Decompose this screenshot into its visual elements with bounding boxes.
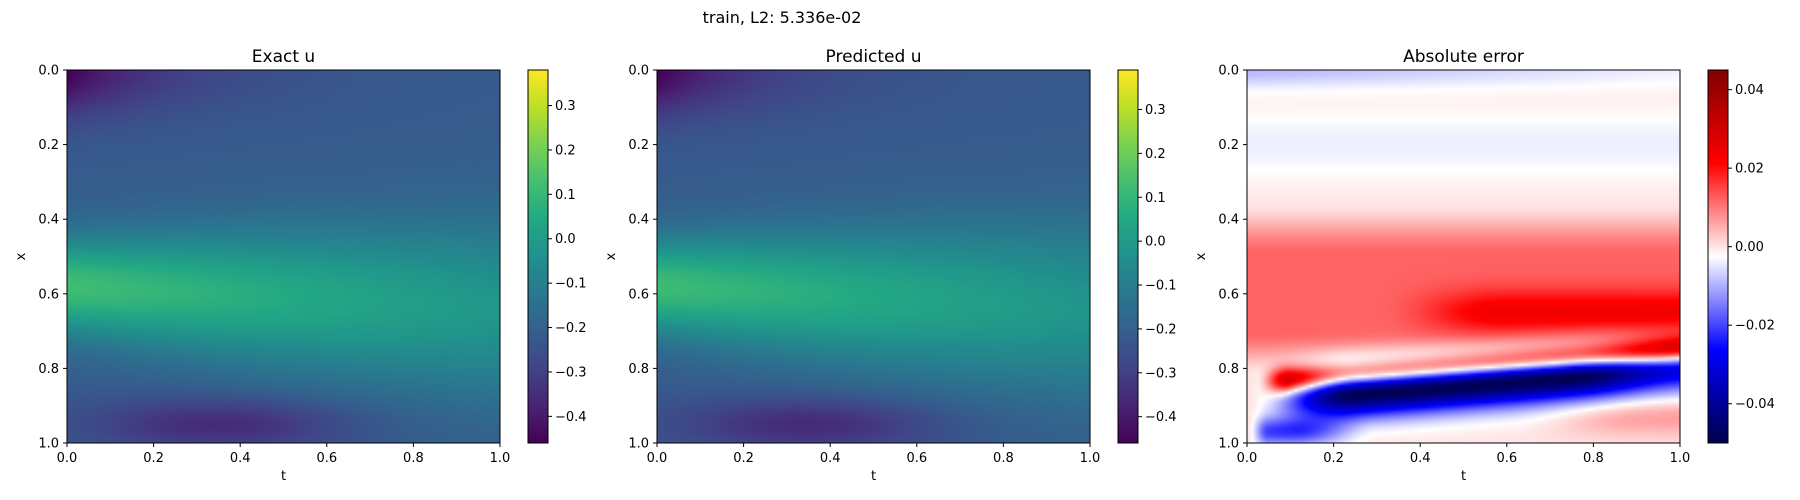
colorbar-tick-label: 0.1 bbox=[555, 188, 576, 203]
y-tick-label: 0.4 bbox=[1218, 213, 1239, 228]
y-tick-label: 0.2 bbox=[628, 138, 649, 153]
y-tick-label: 0.2 bbox=[38, 138, 59, 153]
y-tick-label: 0.6 bbox=[38, 287, 59, 302]
x-tick-label: 0.0 bbox=[57, 451, 78, 466]
y-tick-label: 0.8 bbox=[38, 362, 59, 377]
colorbar-tick-label: −0.1 bbox=[1145, 279, 1177, 294]
x-tick-label: 0.8 bbox=[403, 451, 424, 466]
heatmap-image bbox=[67, 70, 500, 443]
colorbar-tick-label: 0.00 bbox=[1735, 240, 1764, 255]
y-tick-label: 0.4 bbox=[38, 213, 59, 228]
colorbar-tick-label: 0.3 bbox=[1145, 103, 1166, 118]
panel-1: Exact u0.0 0.2 0.4 0.6 0.8 1.00.00.20.40.60.8… bbox=[14, 47, 587, 484]
colorbar-tick-label: 0.3 bbox=[555, 99, 576, 114]
plot-frame bbox=[66, 69, 501, 444]
plot-frame bbox=[656, 69, 1091, 444]
colorbar-tick-label: −0.02 bbox=[1735, 319, 1775, 334]
y-axis-label: x bbox=[14, 252, 29, 260]
y-tick-label: 0.6 bbox=[1218, 287, 1239, 302]
y-tick-label: 0.0 bbox=[628, 64, 649, 79]
x-tick-label: 1.0 bbox=[1670, 451, 1691, 466]
y-axis-label: x bbox=[604, 252, 619, 260]
x-tick-label: 0.4 bbox=[230, 451, 251, 466]
colorbar-tick-label: 0.0 bbox=[1145, 235, 1166, 250]
figure-title: train, L2: 5.336e-02 bbox=[703, 8, 862, 27]
colorbar-tick-label: −0.04 bbox=[1735, 397, 1775, 412]
x-tick-label: 0.4 bbox=[1410, 451, 1431, 466]
y-tick-label: 0.6 bbox=[628, 287, 649, 302]
y-tick-label: 0.0 bbox=[1218, 64, 1239, 79]
panel-2: Predicted u0.0 0.2 0.4 0.6 0.8 1.00.00.20.40.… bbox=[604, 47, 1177, 484]
colorbar-tick-label: 0.2 bbox=[555, 143, 576, 158]
colorbar-tick-label: −0.2 bbox=[1145, 322, 1177, 337]
x-tick-label: 1.0 bbox=[1080, 451, 1101, 466]
y-tick-label: 0.0 bbox=[38, 64, 59, 79]
panel-title: Predicted u bbox=[826, 47, 922, 67]
colorbar bbox=[1118, 70, 1138, 443]
colorbar-tick-label: −0.1 bbox=[555, 277, 587, 292]
colorbar-frame bbox=[1117, 69, 1139, 444]
y-tick-label: 0.2 bbox=[1218, 138, 1239, 153]
x-tick-label: 1.0 bbox=[490, 451, 511, 466]
x-tick-label: 0.0 bbox=[1237, 451, 1258, 466]
x-tick-label: 0.6 bbox=[906, 451, 927, 466]
x-axis-label: t bbox=[281, 469, 286, 484]
x-tick-label: 0.2 bbox=[143, 451, 164, 466]
colorbar-tick-label: −0.3 bbox=[1145, 366, 1177, 381]
x-axis-label: t bbox=[1461, 469, 1466, 484]
colorbar-tick-label: −0.4 bbox=[1145, 410, 1177, 425]
heatmap-image bbox=[1247, 70, 1680, 443]
x-tick-label: 0.8 bbox=[1583, 451, 1604, 466]
x-tick-label: 0.2 bbox=[733, 451, 754, 466]
colorbar bbox=[1708, 70, 1728, 443]
y-tick-label: 1.0 bbox=[1218, 437, 1239, 452]
y-tick-label: 0.4 bbox=[628, 213, 649, 228]
colorbar-frame bbox=[1707, 69, 1729, 444]
y-axis-label: x bbox=[1194, 252, 1209, 260]
heatmap-image bbox=[657, 70, 1090, 443]
panel-title: Exact u bbox=[252, 47, 315, 67]
y-tick-label: 0.8 bbox=[628, 362, 649, 377]
x-tick-label: 0.0 bbox=[647, 451, 668, 466]
colorbar-tick-label: −0.4 bbox=[555, 410, 587, 425]
x-tick-label: 0.6 bbox=[316, 451, 337, 466]
x-axis-label: t bbox=[871, 469, 876, 484]
colorbar-tick-label: 0.04 bbox=[1735, 83, 1764, 98]
y-tick-label: 0.8 bbox=[1218, 362, 1239, 377]
colorbar-tick-label: 0.1 bbox=[1145, 191, 1166, 206]
colorbar-tick-label: −0.2 bbox=[555, 321, 587, 336]
y-tick-label: 1.0 bbox=[38, 437, 59, 452]
colorbar-tick-label: 0.0 bbox=[555, 232, 576, 247]
y-tick-label: 1.0 bbox=[628, 437, 649, 452]
plot-frame bbox=[1246, 69, 1681, 444]
x-tick-label: 0.6 bbox=[1496, 451, 1517, 466]
colorbar-frame bbox=[527, 69, 549, 444]
colorbar-tick-label: −0.3 bbox=[555, 365, 587, 380]
colorbar-tick-label: 0.02 bbox=[1735, 162, 1764, 177]
colorbar bbox=[528, 70, 548, 443]
panel-title: Absolute error bbox=[1403, 47, 1524, 67]
x-tick-label: 0.4 bbox=[820, 451, 841, 466]
x-tick-label: 0.2 bbox=[1323, 451, 1344, 466]
x-tick-label: 0.8 bbox=[993, 451, 1014, 466]
colorbar-tick-label: 0.2 bbox=[1145, 147, 1166, 162]
